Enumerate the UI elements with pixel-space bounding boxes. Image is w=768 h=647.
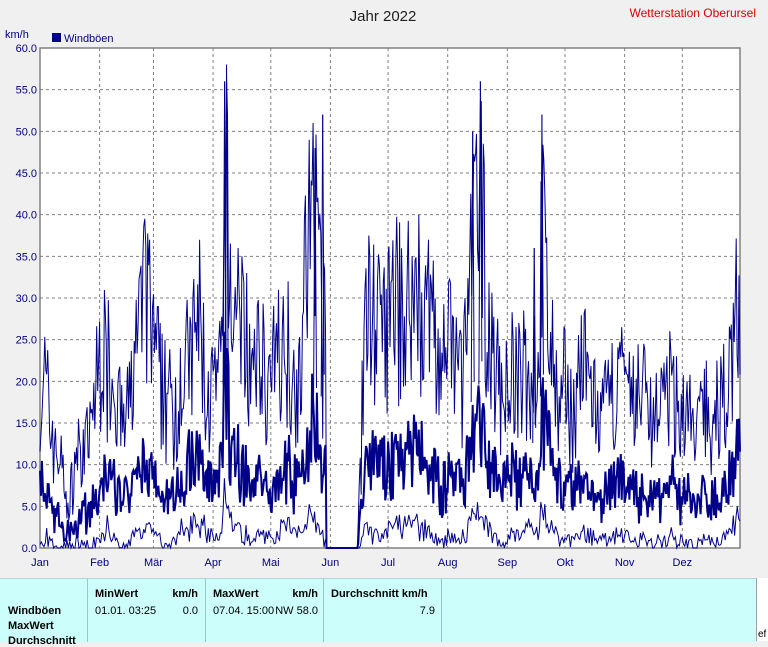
- peak-spike: [533, 247, 537, 429]
- y-tick-label: 50.0: [16, 126, 37, 138]
- y-tick-label: 55.0: [16, 85, 37, 97]
- peak-spike: [224, 64, 228, 379]
- header-avg: Durchschnitt km/h: [331, 588, 428, 600]
- x-tick-label: Aug: [438, 557, 458, 569]
- peak-spike: [478, 81, 481, 385]
- header-min: MinWert: [95, 588, 139, 600]
- stats-panel: MinWert km/h 01.01. 03:25 0.0 MaxWert km…: [0, 578, 756, 647]
- peak-spike: [541, 114, 544, 375]
- header-max-unit: km/h: [292, 588, 318, 600]
- peak-spike: [222, 81, 226, 385]
- x-tick-label: Jan: [31, 557, 49, 569]
- stats-col-max: MaxWert km/h 07.04. 15:00 NW 58.0: [205, 579, 324, 642]
- min-value: 0.0: [182, 605, 198, 617]
- header-max: MaxWert: [213, 588, 259, 600]
- x-tick-label: Sep: [498, 557, 518, 569]
- y-tick-label: 5.0: [22, 501, 37, 513]
- cut-off-text: ef: [758, 629, 767, 640]
- x-tick-label: Feb: [90, 557, 109, 569]
- x-tick-label: Mai: [262, 557, 280, 569]
- min-time: 01.01. 03:25: [95, 605, 157, 617]
- y-tick-label: 45.0: [16, 168, 37, 180]
- max-value: NW 58.0: [275, 605, 318, 617]
- y-tick-label: 25.0: [16, 335, 37, 347]
- series-line-mid: [39, 331, 741, 549]
- y-tick-label: 40.0: [16, 210, 37, 222]
- x-tick-label: Jun: [322, 557, 340, 569]
- y-tick-label: 10.0: [16, 460, 37, 472]
- station-name: Wetterstation Oberursel: [630, 6, 757, 20]
- x-tick-label: Apr: [205, 557, 222, 569]
- x-tick-label: Mär: [144, 557, 163, 569]
- x-tick-labels: Jan Feb Mär Apr Mai Jun Jul Aug Sep Okt Nov Dez: [31, 557, 692, 569]
- chart: Jahr 2022 Wetterstation Oberursel km/h W…: [5, 6, 757, 569]
- x-tick-label: Nov: [615, 557, 635, 569]
- scroll-strip[interactable]: [756, 578, 768, 641]
- peak-spike: [479, 81, 483, 362]
- x-tick-label: Dez: [673, 557, 693, 569]
- legend-label: Windböen: [64, 33, 114, 45]
- y-tick-label: 35.0: [16, 251, 37, 263]
- series-line-low: [39, 478, 741, 550]
- chart-title: Jahr 2022: [350, 8, 417, 25]
- series-windboeen: [39, 64, 741, 550]
- peak-spike: [313, 147, 316, 409]
- y-axis-unit: km/h: [5, 29, 29, 41]
- y-tick-label: 15.0: [16, 418, 37, 430]
- x-tick-label: Jul: [381, 557, 395, 569]
- stats-col-avg: Durchschnitt km/h 7.9: [323, 579, 442, 642]
- y-tick-label: 60.0: [16, 43, 37, 55]
- y-tick-label: 30.0: [16, 293, 37, 305]
- peak-spike: [322, 114, 325, 375]
- row-label-windboeen: Windböen: [8, 605, 62, 617]
- header-min-unit: km/h: [172, 588, 198, 600]
- stats-col-empty: [441, 579, 443, 642]
- max-time: 07.04. 15:00: [213, 605, 275, 617]
- peak-spike: [320, 114, 324, 397]
- series-line-upper: [39, 77, 741, 549]
- y-tick-label: 20.0: [16, 376, 37, 388]
- row-label-maxwert: MaxWert: [8, 620, 54, 632]
- x-tick-label: Okt: [556, 557, 573, 569]
- row-label-durchschnitt: Durchschnitt: [8, 635, 76, 647]
- y-tick-label: 0.0: [22, 543, 37, 555]
- peak-spike: [539, 114, 543, 397]
- legend-swatch: [52, 33, 61, 42]
- peak-spike: [226, 64, 229, 355]
- avg-value: 7.9: [419, 605, 435, 617]
- peak-spike: [314, 147, 317, 389]
- peak-spike: [532, 247, 535, 444]
- peak-spike: [472, 131, 475, 382]
- peak-spike: [470, 131, 474, 403]
- stats-col-min: MinWert km/h 01.01. 03:25 0.0: [87, 579, 206, 642]
- y-tick-labels: 0.0 5.0 10.0 15.0 20.0 25.0 30.0 35.0 40.0 45.0 50…: [16, 43, 37, 555]
